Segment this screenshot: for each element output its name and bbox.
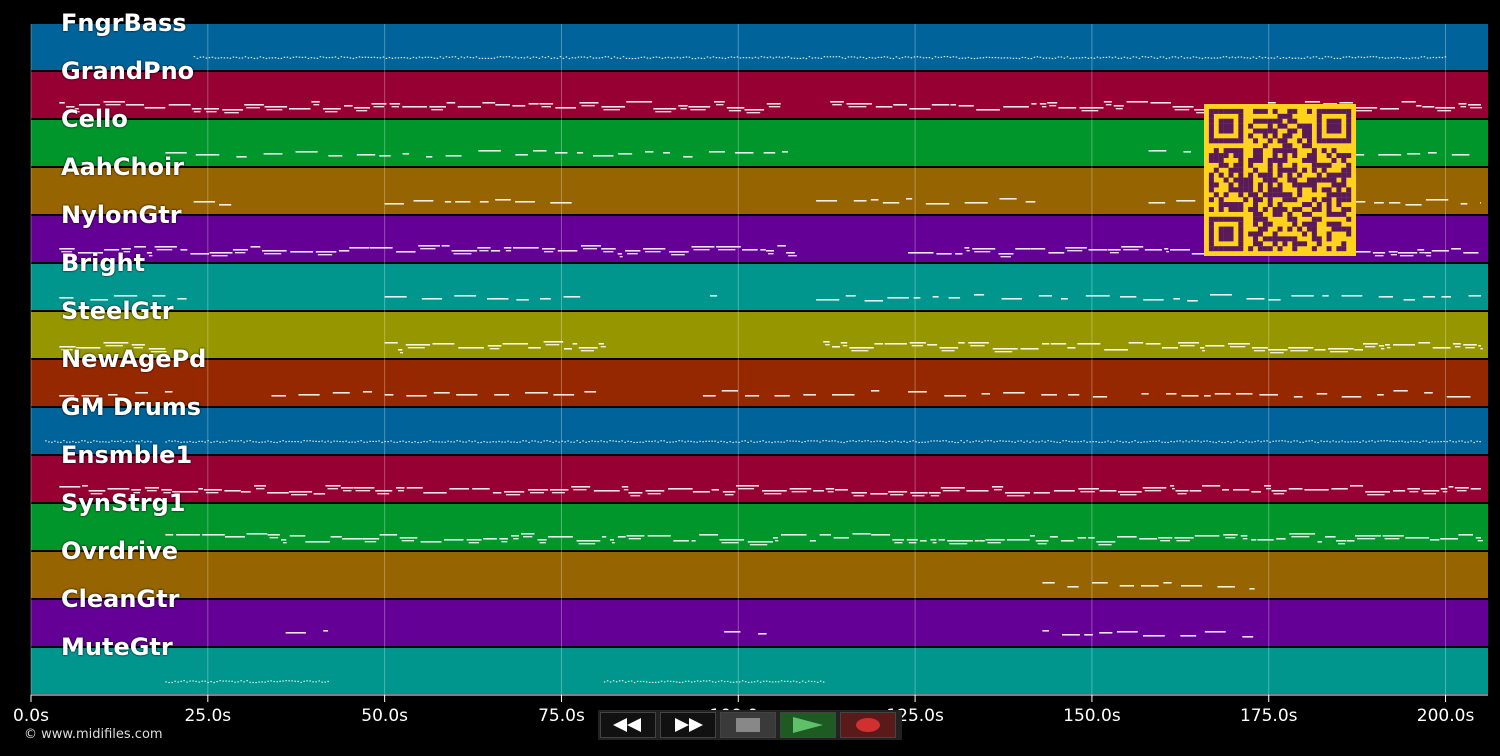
- tick-label: 150.0s: [1063, 706, 1121, 726]
- rewind-icon: [613, 718, 641, 732]
- note-segment: [165, 680, 329, 684]
- note-segment: [816, 198, 1036, 205]
- track-label: Cello: [61, 105, 128, 133]
- fast-forward-icon: [675, 718, 703, 732]
- stop-icon: [736, 718, 760, 732]
- track-lane: [31, 504, 1488, 550]
- note-segment: [59, 342, 167, 353]
- note-segment: [702, 390, 880, 397]
- tick-label: 200.0s: [1416, 706, 1475, 726]
- stop-button[interactable]: [720, 712, 776, 738]
- track-label: GrandPno: [61, 57, 195, 85]
- note-segment: [193, 56, 1447, 60]
- play-icon: [793, 717, 823, 733]
- tick-label: 50.0s: [361, 706, 408, 726]
- track-label: Ensmble1: [61, 441, 193, 469]
- note-segment: [193, 201, 232, 206]
- note-segment: [349, 245, 797, 258]
- note-segment: [59, 246, 350, 257]
- tick-label: 175.0s: [1239, 706, 1298, 726]
- copyright-text: © www.midifiles.com: [24, 727, 163, 742]
- track-lane: [31, 360, 1488, 406]
- note-segment: [1141, 390, 1471, 398]
- track-label: SteelGtr: [61, 297, 174, 325]
- track-label: MuteGtr: [61, 633, 173, 661]
- track-label: CleanGtr: [61, 585, 180, 613]
- track-lane: [31, 408, 1488, 454]
- note-segment: [823, 341, 1483, 354]
- track-label: Ovrdrive: [61, 537, 179, 565]
- track-lane: [31, 24, 1488, 70]
- track-label: NewAgePd: [61, 345, 207, 373]
- note-segment: [709, 295, 718, 297]
- track-label: SynStrg1: [61, 489, 186, 517]
- transport-controls: [598, 710, 902, 740]
- track-lane: [31, 312, 1488, 358]
- tick-label: 0.0s: [13, 706, 49, 726]
- track-label: AahChoir: [61, 153, 185, 181]
- track-label: FngrBass: [61, 9, 187, 37]
- note-segment: [384, 391, 597, 397]
- note-segment: [59, 391, 173, 397]
- rewind-button[interactable]: [600, 712, 656, 738]
- note-segment: [908, 391, 1108, 398]
- track-label: Bright: [61, 249, 146, 277]
- note-segment: [384, 295, 581, 301]
- record-icon: [856, 718, 880, 732]
- track-lane: [31, 648, 1488, 694]
- note-segment: [165, 150, 789, 158]
- note-segment: [285, 630, 329, 634]
- note-segment: [384, 199, 572, 205]
- note-segment: [1042, 630, 1254, 638]
- note-segment: [59, 295, 187, 301]
- note-segment: [816, 294, 1481, 302]
- note-segment: [165, 440, 1481, 444]
- track-label: NylonGtr: [61, 201, 182, 229]
- note-segment: [59, 101, 781, 114]
- note-segment: [603, 680, 825, 684]
- track-lane: [31, 456, 1488, 502]
- note-segment: [45, 440, 152, 444]
- track-lane: [31, 264, 1488, 310]
- note-segment: [1042, 582, 1255, 590]
- tick-label: 75.0s: [538, 706, 585, 726]
- track-lane: [31, 552, 1488, 598]
- tick-label: 25.0s: [184, 706, 232, 726]
- fast-forward-button[interactable]: [660, 712, 716, 738]
- note-segment: [724, 631, 767, 635]
- play-button[interactable]: [780, 712, 836, 738]
- track-label: GM Drums: [61, 393, 202, 421]
- note-segment: [271, 391, 372, 397]
- note-segment: [384, 341, 606, 354]
- record-button[interactable]: [840, 712, 896, 738]
- qr-code: [1204, 104, 1356, 256]
- note-segment: [165, 533, 1483, 546]
- track-lane: [31, 600, 1488, 646]
- note-segment: [59, 485, 1481, 497]
